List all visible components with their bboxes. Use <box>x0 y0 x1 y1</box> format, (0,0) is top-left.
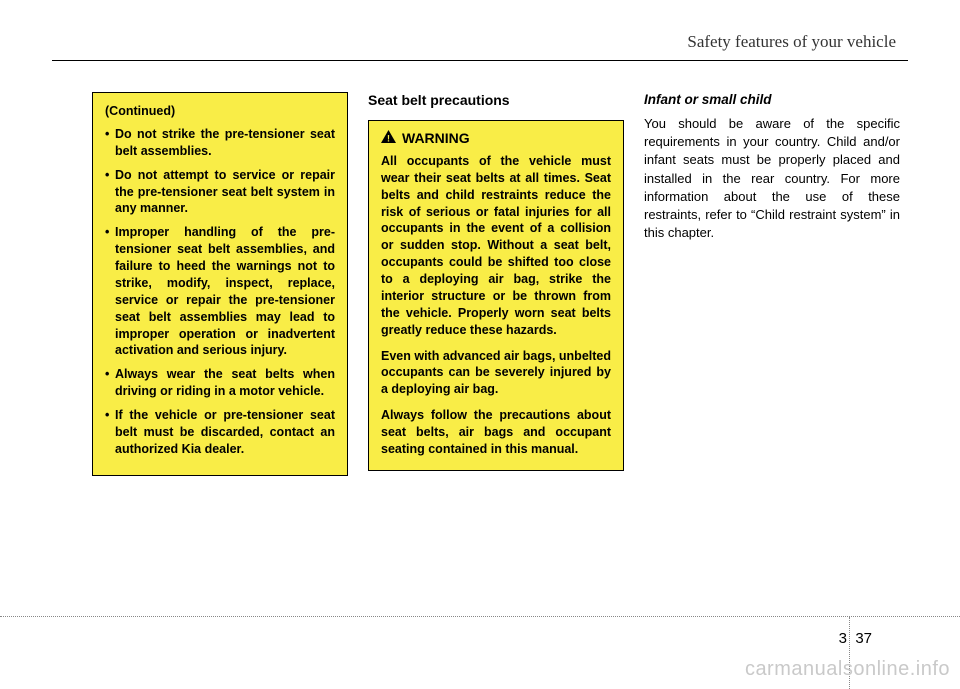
column-2: Seat belt precautions ! WARNING All occu… <box>368 92 624 476</box>
list-item: Improper handling of the pre-tensioner s… <box>105 224 335 359</box>
list-item: Always wear the seat belts when driving … <box>105 366 335 400</box>
warning-paragraph: Even with advanced air bags, unbelted oc… <box>381 348 611 399</box>
column-3: Infant or small child You should be awar… <box>644 92 900 476</box>
list-item: Do not strike the pre-tension­er seat be… <box>105 126 335 160</box>
warning-label: WARNING <box>402 129 470 148</box>
watermark: carmanualsonline.info <box>745 658 950 681</box>
page-header: Safety features of your vehicle <box>687 32 896 52</box>
warning-paragraph: Always follow the precautions about seat… <box>381 407 611 458</box>
section-heading: Seat belt precautions <box>368 92 624 108</box>
warning-title: ! WARNING <box>381 129 611 148</box>
section-number: 3 <box>839 630 847 647</box>
warning-paragraph: All occupants of the vehicle must wear t… <box>381 153 611 339</box>
page-number: 3 37 <box>839 630 872 647</box>
warning-box: ! WARNING All occupants of the vehicle m… <box>368 120 624 471</box>
column-1: (Continued) Do not strike the pre-tensio… <box>92 92 348 476</box>
continued-list: Do not strike the pre-tension­er seat be… <box>105 126 335 458</box>
list-item: If the vehicle or pre-tensioner seat bel… <box>105 407 335 458</box>
page-number-value: 37 <box>855 630 872 647</box>
continued-label: (Continued) <box>105 103 335 120</box>
subheading: Infant or small child <box>644 92 900 107</box>
warning-icon: ! <box>381 129 396 148</box>
list-item: Do not attempt to service or repair the … <box>105 167 335 218</box>
content-area: (Continued) Do not strike the pre-tensio… <box>92 92 900 476</box>
dotted-rule-bottom <box>0 616 960 617</box>
body-text: You should be aware of the specific requ… <box>644 115 900 242</box>
header-rule <box>52 60 908 61</box>
continued-box: (Continued) Do not strike the pre-tensio… <box>92 92 348 476</box>
svg-text:!: ! <box>387 134 390 144</box>
